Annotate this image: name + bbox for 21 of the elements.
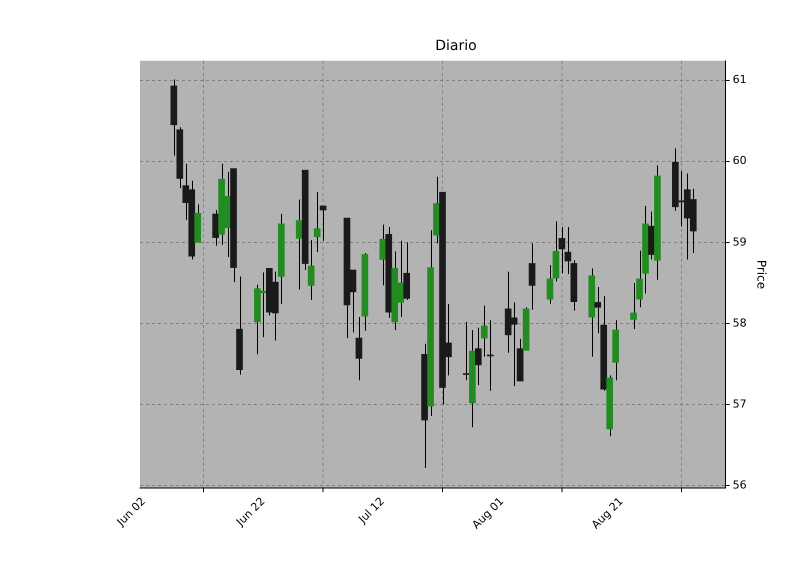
candlestick (474, 327, 482, 386)
y-tick-label: 56 (732, 478, 747, 492)
candlestick (296, 198, 303, 290)
y-tick-label: 59 (732, 235, 747, 248)
candlestick (320, 205, 326, 242)
y-tick-label: 60 (732, 154, 747, 168)
candlestick (356, 316, 362, 381)
candlestick (480, 305, 488, 358)
x-tick-label: Jul 12 (355, 494, 387, 526)
candlestick (486, 320, 494, 392)
candlestick (528, 242, 536, 310)
chart-title: Diario (435, 38, 477, 54)
y-tick-label: 58 (732, 316, 747, 330)
candlestick (314, 192, 320, 253)
y-axis-title: Price (754, 260, 769, 290)
y-tick-label: 57 (732, 397, 747, 410)
x-tick-label: Jun 22 (233, 494, 268, 530)
candlestick (308, 239, 314, 300)
candlestick (379, 224, 386, 286)
y-tick-label: 61 (732, 73, 747, 86)
x-tick-label: Jun 02 (114, 494, 148, 530)
